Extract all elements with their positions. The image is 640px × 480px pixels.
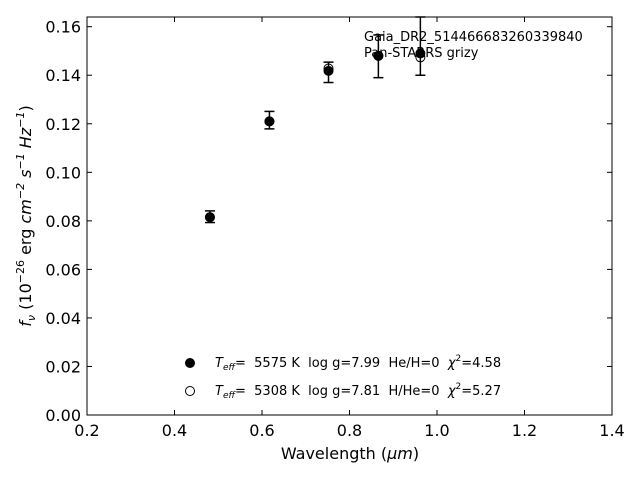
y-tick-label: 0.06 bbox=[45, 260, 81, 279]
y-tick-label: 0.00 bbox=[45, 406, 81, 425]
y-tick-label: 0.08 bbox=[45, 212, 81, 231]
legend-entry-filled: Teff= 5575 K log g=7.99 He/H=0 χ2=4.58 bbox=[215, 354, 501, 373]
x-tick-label: 1.0 bbox=[424, 421, 449, 440]
point-open bbox=[373, 50, 384, 61]
point-filled bbox=[323, 65, 334, 76]
x-axis-label: Wavelength (μm) bbox=[281, 444, 419, 463]
point-filled bbox=[415, 48, 426, 59]
point-open bbox=[204, 212, 215, 223]
legend-marker-filled bbox=[185, 358, 195, 368]
y-tick-label: 0.14 bbox=[45, 66, 81, 85]
point-open bbox=[264, 116, 275, 127]
x-tick-label: 0.4 bbox=[162, 421, 187, 440]
y-tick-label: 0.02 bbox=[45, 357, 81, 376]
x-tick-label: 0.6 bbox=[249, 421, 274, 440]
x-tick-label: 0.8 bbox=[337, 421, 362, 440]
x-tick-label: 0.2 bbox=[74, 421, 99, 440]
x-tick-label: 1.2 bbox=[512, 421, 537, 440]
y-axis-label: fν (10−26 erg cm−2 s−1 Hz−1) bbox=[14, 105, 38, 326]
point-open bbox=[323, 63, 334, 74]
point-open bbox=[415, 52, 426, 63]
y-tick-label: 0.04 bbox=[45, 309, 81, 328]
y-tick-label: 0.10 bbox=[45, 163, 81, 182]
legend-entry-open: Teff= 5308 K log g=7.81 H/He=0 χ2=5.27 bbox=[215, 382, 501, 401]
error-bar bbox=[415, 16, 426, 76]
y-tick-label: 0.16 bbox=[45, 18, 81, 37]
y-tick-label: 0.12 bbox=[45, 115, 81, 134]
annotation-object-name: Gaia_DR2_514466683260339840 bbox=[364, 30, 583, 45]
tick-labels: 0.2 0.4 0.6 0.8 1.0 1.2 1.4 0.00 0.02 0.04 0.06 0.0… bbox=[45, 18, 624, 440]
axis-ticks bbox=[86, 17, 613, 416]
annotation-survey: Pan-STARRS grizy bbox=[364, 46, 479, 61]
legend-marker-open bbox=[185, 386, 195, 396]
x-tick-label: 1.4 bbox=[599, 421, 624, 440]
data-points bbox=[204, 48, 426, 223]
legend: Teff= 5575 K log g=7.99 He/H=0 χ2=4.58 T… bbox=[185, 354, 501, 401]
